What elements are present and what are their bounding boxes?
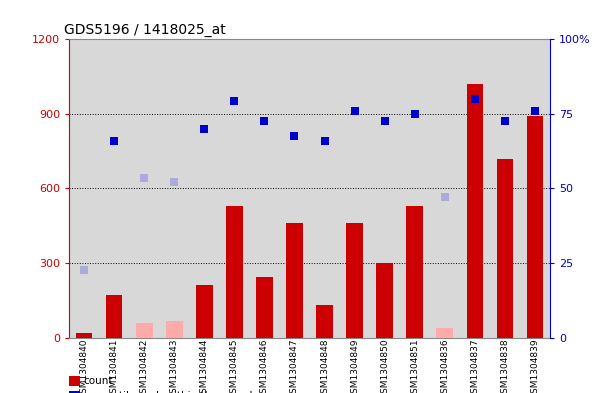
Bar bbox=[490, 39, 520, 338]
Text: GSM1304848: GSM1304848 bbox=[320, 338, 329, 393]
Text: GSM1304840: GSM1304840 bbox=[80, 338, 88, 393]
Bar bbox=[370, 39, 400, 338]
Text: GSM1304844: GSM1304844 bbox=[200, 338, 209, 393]
Bar bbox=[466, 84, 483, 338]
Bar bbox=[520, 39, 550, 338]
Bar bbox=[189, 39, 219, 338]
Bar bbox=[76, 332, 93, 338]
Bar bbox=[376, 263, 393, 338]
Bar bbox=[249, 39, 279, 338]
Text: GSM1304851: GSM1304851 bbox=[410, 338, 419, 393]
Text: GSM1304841: GSM1304841 bbox=[110, 338, 118, 393]
Text: GSM1304845: GSM1304845 bbox=[230, 338, 239, 393]
Bar bbox=[496, 159, 513, 338]
Bar bbox=[310, 39, 340, 338]
Bar bbox=[256, 277, 273, 338]
Bar bbox=[196, 285, 213, 338]
Bar bbox=[430, 39, 460, 338]
Bar bbox=[159, 39, 189, 338]
Bar bbox=[346, 223, 363, 338]
Bar bbox=[129, 39, 159, 338]
Bar bbox=[219, 39, 249, 338]
Text: GSM1304847: GSM1304847 bbox=[290, 338, 299, 393]
Bar bbox=[279, 39, 310, 338]
Bar bbox=[400, 39, 430, 338]
Text: GSM1304837: GSM1304837 bbox=[471, 338, 479, 393]
Text: percentile rank within the sample: percentile rank within the sample bbox=[83, 391, 259, 393]
Text: GSM1304842: GSM1304842 bbox=[140, 338, 148, 393]
Bar bbox=[406, 206, 423, 338]
Text: GSM1304839: GSM1304839 bbox=[531, 338, 539, 393]
Bar bbox=[166, 321, 183, 338]
Text: GSM1304843: GSM1304843 bbox=[170, 338, 178, 393]
Text: GSM1304850: GSM1304850 bbox=[380, 338, 389, 393]
Bar bbox=[286, 223, 303, 338]
Text: GSM1304846: GSM1304846 bbox=[260, 338, 269, 393]
Text: GDS5196 / 1418025_at: GDS5196 / 1418025_at bbox=[64, 23, 226, 37]
Bar bbox=[340, 39, 370, 338]
Bar bbox=[460, 39, 490, 338]
Text: count: count bbox=[83, 376, 112, 386]
Bar bbox=[99, 39, 129, 338]
Bar bbox=[69, 39, 99, 338]
Text: GSM1304836: GSM1304836 bbox=[441, 338, 449, 393]
Bar bbox=[106, 295, 123, 338]
Bar bbox=[436, 328, 453, 338]
Bar bbox=[316, 305, 333, 338]
Bar bbox=[136, 323, 153, 338]
Text: GSM1304849: GSM1304849 bbox=[350, 338, 359, 393]
Bar bbox=[526, 116, 543, 338]
Bar bbox=[226, 206, 243, 338]
Text: GSM1304838: GSM1304838 bbox=[501, 338, 509, 393]
